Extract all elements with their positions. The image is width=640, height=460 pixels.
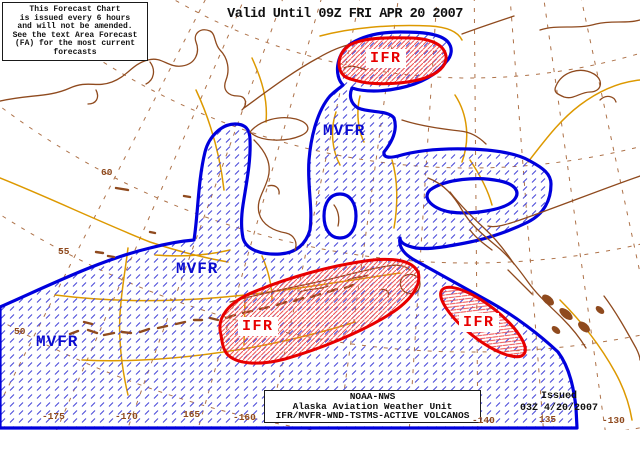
mvfr-region [0,30,579,430]
valid-until-title: Valid Until 09Z FRI APR 20 2007 [227,7,463,22]
ifr-region-label: IFR [459,313,499,332]
grid-coordinate-label: 135 [539,414,557,425]
grid-coordinate-label: -160 [233,412,256,423]
issued-block: Issued 03Z 4/20/2007 [500,391,618,414]
mvfr-region-label: MVFR [323,122,366,140]
grid-coordinate-label: 55 [58,246,70,257]
forecast-note-line: This Forecast Chart [29,5,121,14]
ifr-region-label: IFR [238,317,278,336]
forecast-note-line: forecasts [53,47,97,57]
issued-time: 03Z 4/20/2007 [519,402,598,414]
legend-box: NOAA-NWS Alaska Aviation Weather Unit IF… [264,390,481,424]
grid-coordinate-label: 60 [101,167,113,178]
mvfr-region-label: MVFR [176,260,219,278]
forecast-note-line: is issued every 6 hours [19,13,131,23]
forecast-note-line: and will not be amended. [17,22,133,32]
grid-coordinate-label: -170 [115,411,138,422]
ifr-region-label: IFR [366,49,406,68]
grid-coordinate-label: -175 [42,411,65,422]
chart-type-label: IFR/MVFR-WND-TSTMS-ACTIVE VOLCANOS [275,410,470,422]
forecast-note-box: This Forecast Chart is issued every 6 ho… [2,2,148,62]
grid-coordinate-label: -140 [472,415,495,426]
agency-name: NOAA-NWS [349,391,396,402]
unit-name: Alaska Aviation Weather Unit [292,400,453,412]
forecast-note-line: (FA) for the most current [14,39,136,49]
ifr-region-central [218,257,421,365]
forecast-note-line: See the text Area Forecast [12,30,138,40]
grid-coordinate-label: 165 [183,409,201,420]
grid-coordinate-label: 50 [14,326,26,337]
grid-coordinate-label: -130 [602,415,625,426]
coastlines [0,15,640,361]
mvfr-region-label: MVFR [36,333,79,351]
issued-label: Issued [540,391,577,402]
